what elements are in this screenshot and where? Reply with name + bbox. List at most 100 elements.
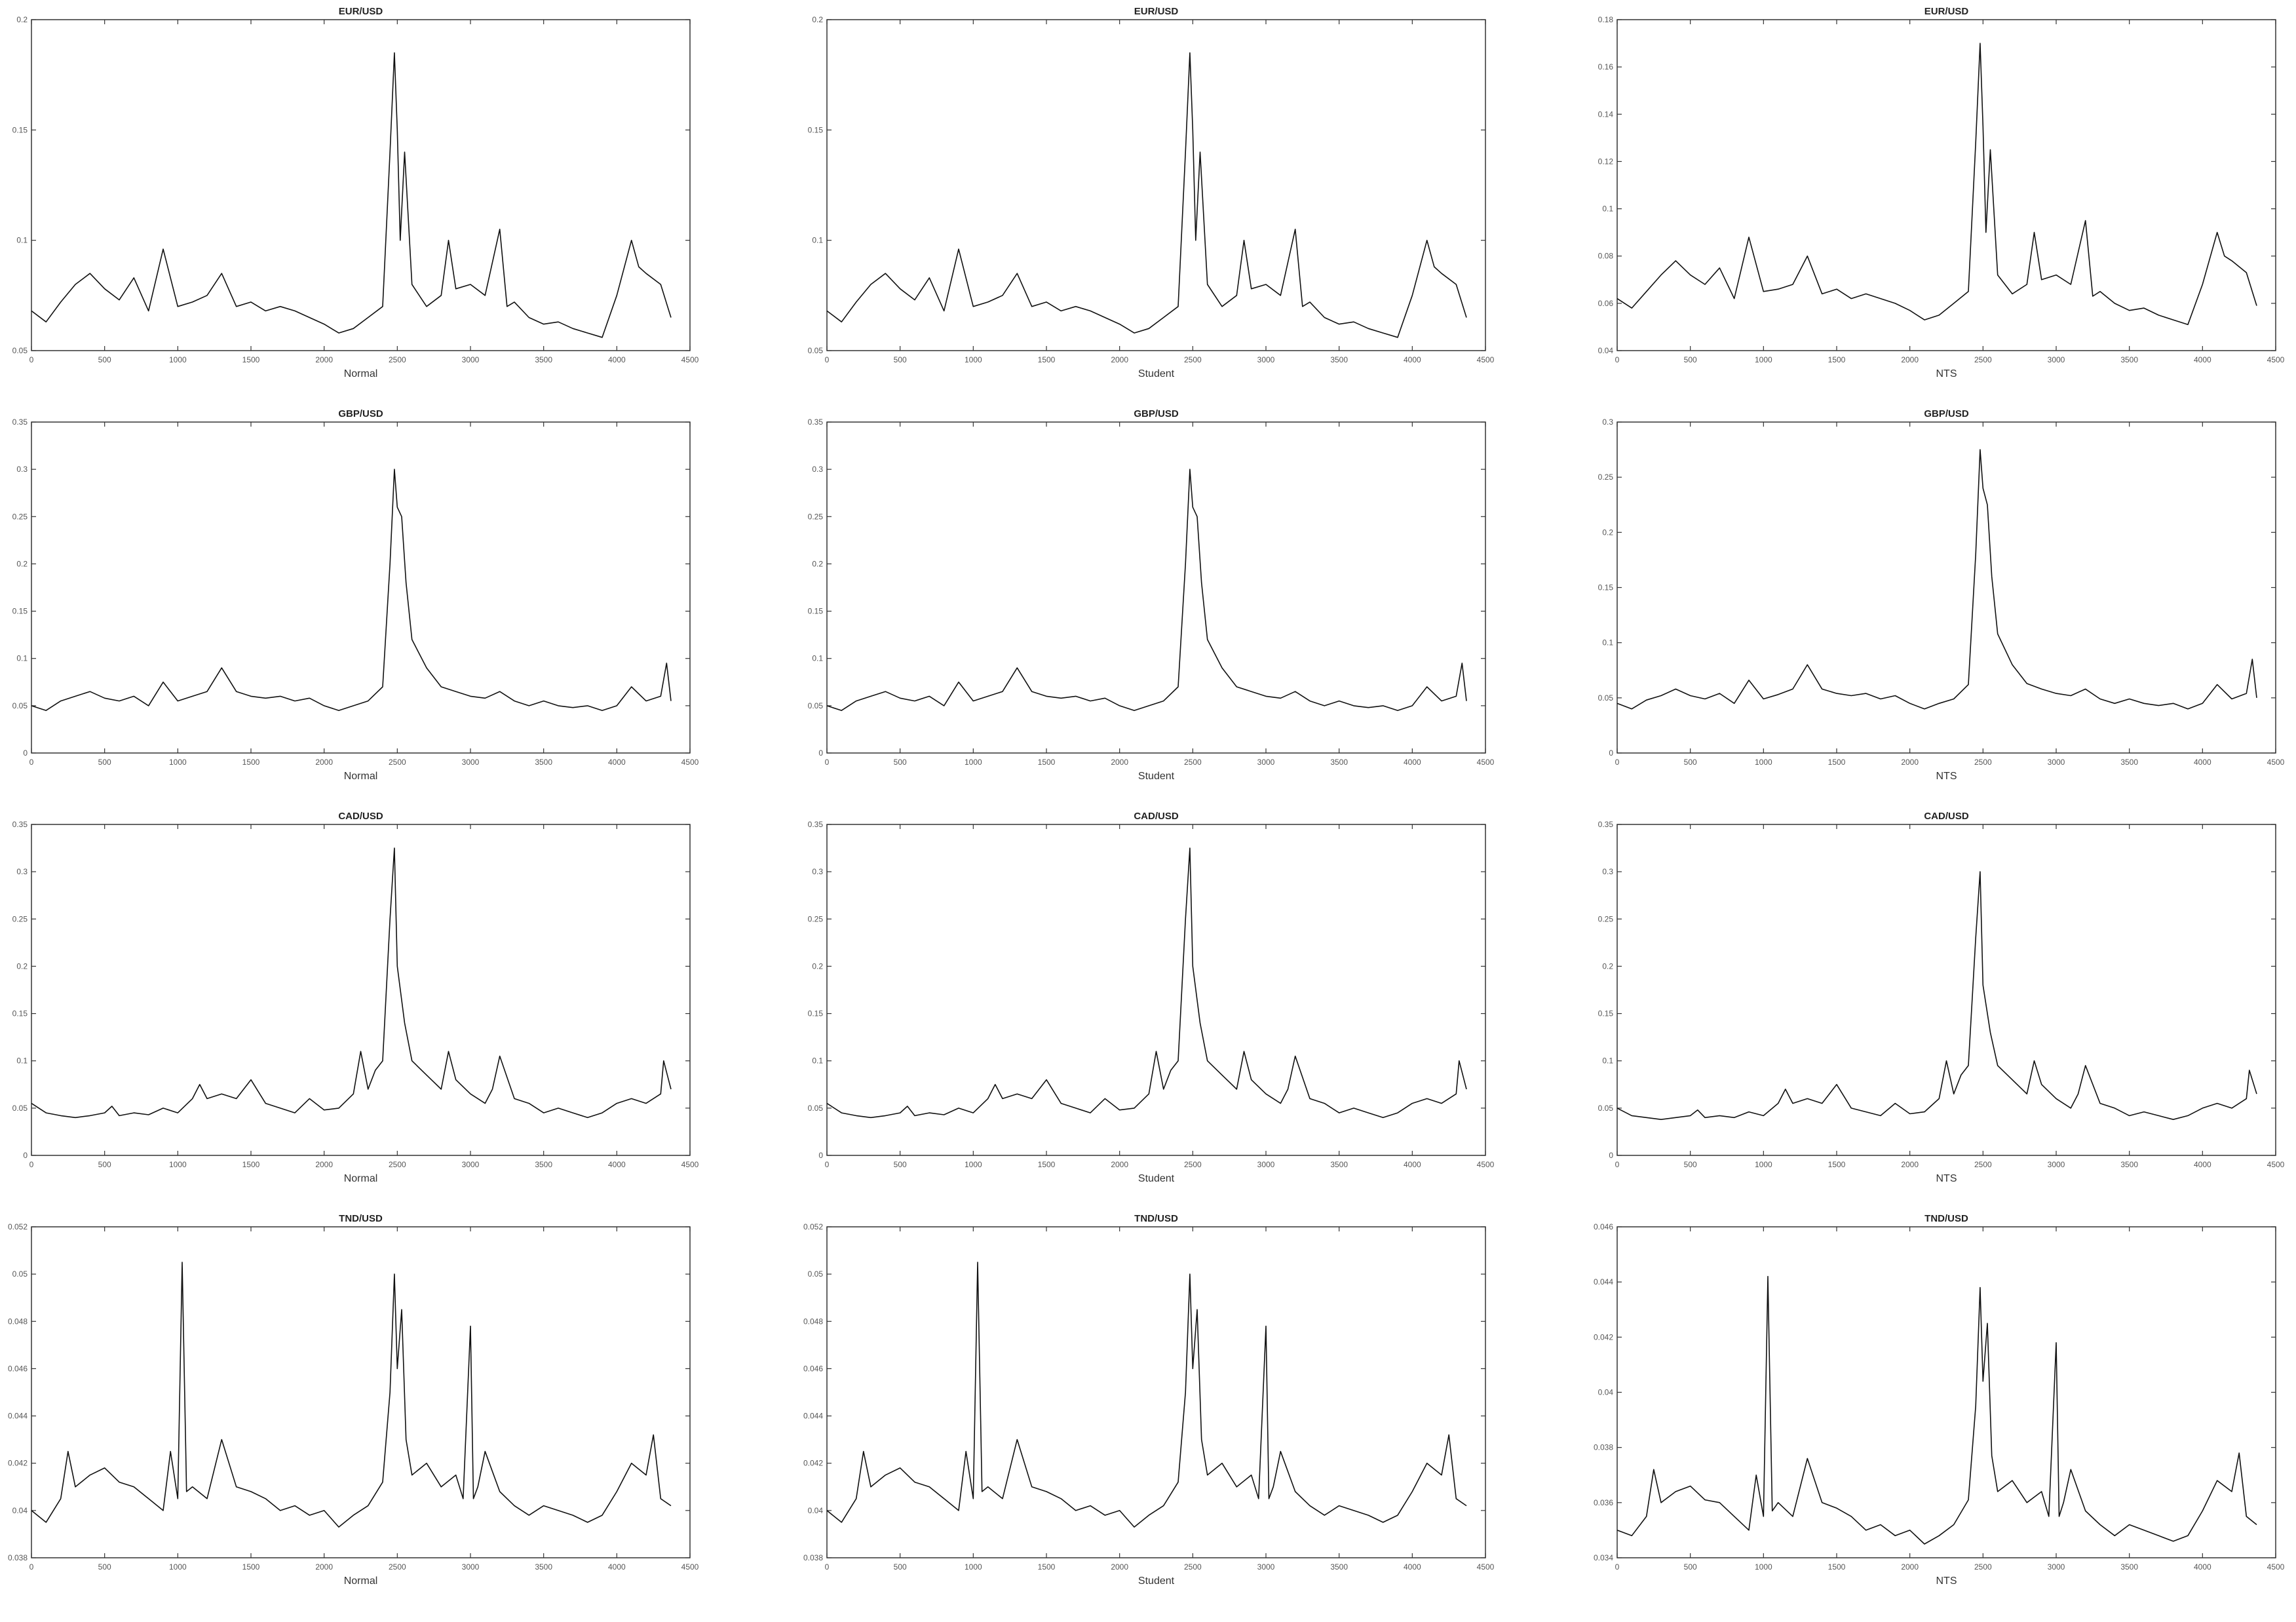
x-tick-label-11-1: 500 bbox=[1684, 1562, 1697, 1572]
y-tick-label-5-5: 0.25 bbox=[1598, 473, 1614, 482]
y-tick-label-4-0: 0 bbox=[818, 748, 823, 758]
x-axis-label-2: NTS bbox=[1936, 368, 1957, 379]
x-tick-label-7-4: 2000 bbox=[1111, 1160, 1128, 1169]
x-tick-label-4-5: 2500 bbox=[1184, 758, 1202, 767]
y-tick-label-9-3: 0.044 bbox=[8, 1412, 28, 1421]
x-tick-label-3-0: 0 bbox=[29, 758, 34, 767]
y-tick-label-10-6: 0.05 bbox=[808, 1269, 824, 1279]
x-tick-label-0-4: 2000 bbox=[315, 355, 333, 364]
y-tick-label-3-3: 0.15 bbox=[12, 607, 28, 616]
x-tick-label-2-3: 1500 bbox=[1828, 355, 1846, 364]
y-tick-label-6-4: 0.2 bbox=[16, 961, 28, 971]
y-tick-label-0-1: 0.1 bbox=[16, 236, 28, 245]
plot-area-9 bbox=[31, 1226, 691, 1558]
y-tick-label-3-0: 0 bbox=[23, 748, 28, 758]
y-tick-label-5-0: 0 bbox=[1609, 748, 1613, 758]
x-tick-label-10-5: 2500 bbox=[1184, 1562, 1202, 1572]
x-tick-label-0-6: 3000 bbox=[462, 355, 480, 364]
x-tick-label-9-8: 4000 bbox=[608, 1562, 626, 1572]
y-tick-label-10-1: 0.04 bbox=[808, 1506, 824, 1515]
y-tick-label-3-2: 0.1 bbox=[16, 654, 28, 663]
y-tick-label-2-7: 0.18 bbox=[1598, 15, 1614, 24]
y-tick-label-2-6: 0.16 bbox=[1598, 62, 1614, 71]
x-tick-label-11-3: 1500 bbox=[1828, 1562, 1846, 1572]
x-tick-label-4-3: 1500 bbox=[1038, 758, 1056, 767]
x-tick-label-1-8: 4000 bbox=[1404, 355, 1421, 364]
x-tick-label-10-6: 3000 bbox=[1257, 1562, 1275, 1572]
x-tick-label-7-7: 3500 bbox=[1330, 1160, 1348, 1169]
x-tick-label-8-7: 3500 bbox=[2120, 1160, 2138, 1169]
chart-title-2: EUR/USD bbox=[1924, 6, 1969, 17]
x-axis-label-3: Normal bbox=[344, 771, 378, 782]
x-tick-label-9-3: 1500 bbox=[242, 1562, 260, 1572]
x-tick-label-6-9: 4500 bbox=[681, 1160, 699, 1169]
x-tick-label-4-0: 0 bbox=[825, 758, 830, 767]
x-tick-label-11-4: 2000 bbox=[1901, 1562, 1919, 1572]
x-tick-label-4-2: 1000 bbox=[965, 758, 982, 767]
y-tick-label-10-2: 0.042 bbox=[803, 1459, 823, 1468]
x-tick-label-8-0: 0 bbox=[1615, 1160, 1620, 1169]
y-tick-label-6-0: 0 bbox=[23, 1151, 28, 1160]
x-tick-label-7-2: 1000 bbox=[965, 1160, 982, 1169]
x-tick-label-11-7: 3500 bbox=[2120, 1562, 2138, 1572]
series-line-11 bbox=[1617, 1275, 2257, 1545]
series-line-1 bbox=[826, 52, 1467, 338]
x-tick-label-7-3: 1500 bbox=[1038, 1160, 1056, 1169]
x-tick-label-5-1: 500 bbox=[1684, 758, 1697, 767]
y-tick-label-1-2: 0.15 bbox=[808, 125, 824, 134]
x-tick-label-2-1: 500 bbox=[1684, 355, 1697, 364]
chart-title-7: CAD/USD bbox=[1134, 811, 1179, 822]
x-tick-label-8-4: 2000 bbox=[1901, 1160, 1919, 1169]
x-tick-label-6-7: 3500 bbox=[535, 1160, 552, 1169]
y-tick-label-9-1: 0.04 bbox=[12, 1506, 28, 1515]
x-axis-label-6: Normal bbox=[344, 1173, 378, 1184]
x-tick-label-7-5: 2500 bbox=[1184, 1160, 1202, 1169]
x-axis-label-9: Normal bbox=[344, 1575, 378, 1587]
y-tick-label-4-6: 0.3 bbox=[812, 465, 823, 474]
plot-area-10 bbox=[826, 1226, 1486, 1558]
y-tick-label-10-4: 0.046 bbox=[803, 1364, 823, 1373]
y-tick-label-2-5: 0.14 bbox=[1598, 109, 1614, 119]
y-tick-label-7-3: 0.15 bbox=[808, 1009, 824, 1018]
y-tick-label-4-3: 0.15 bbox=[808, 607, 824, 616]
series-line-0 bbox=[31, 52, 672, 338]
y-tick-label-8-5: 0.25 bbox=[1598, 914, 1614, 923]
x-tick-label-5-2: 1000 bbox=[1755, 758, 1772, 767]
x-tick-label-0-2: 1000 bbox=[169, 355, 187, 364]
x-axis-label-7: Student bbox=[1138, 1173, 1175, 1184]
chart-title-10: TND/USD bbox=[1134, 1213, 1178, 1224]
x-tick-label-9-6: 3000 bbox=[462, 1562, 480, 1572]
x-tick-label-3-3: 1500 bbox=[242, 758, 260, 767]
y-tick-label-8-0: 0 bbox=[1609, 1151, 1613, 1160]
x-tick-label-1-3: 1500 bbox=[1038, 355, 1056, 364]
x-tick-label-6-6: 3000 bbox=[462, 1160, 480, 1169]
x-tick-label-8-9: 4500 bbox=[2267, 1160, 2285, 1169]
x-tick-label-4-1: 500 bbox=[894, 758, 907, 767]
x-tick-label-6-2: 1000 bbox=[169, 1160, 187, 1169]
x-tick-label-2-2: 1000 bbox=[1755, 355, 1772, 364]
x-tick-label-2-9: 4500 bbox=[2267, 355, 2285, 364]
x-tick-label-11-8: 4000 bbox=[2194, 1562, 2211, 1572]
y-tick-label-7-4: 0.2 bbox=[812, 961, 823, 971]
x-tick-label-7-6: 3000 bbox=[1257, 1160, 1275, 1169]
y-tick-label-0-0: 0.05 bbox=[12, 346, 28, 355]
y-tick-label-11-0: 0.034 bbox=[1594, 1553, 1613, 1562]
x-tick-label-3-7: 3500 bbox=[535, 758, 552, 767]
x-tick-label-8-8: 4000 bbox=[2194, 1160, 2211, 1169]
y-tick-label-8-4: 0.2 bbox=[1602, 961, 1613, 971]
x-tick-label-11-0: 0 bbox=[1615, 1562, 1620, 1572]
y-tick-label-6-1: 0.05 bbox=[12, 1104, 28, 1113]
chart-title-5: GBP/USD bbox=[1924, 408, 1969, 419]
x-tick-label-10-2: 1000 bbox=[965, 1562, 982, 1572]
y-tick-label-2-0: 0.04 bbox=[1598, 346, 1614, 355]
y-tick-label-10-5: 0.048 bbox=[803, 1317, 823, 1326]
plot-area-4 bbox=[826, 421, 1486, 754]
y-tick-label-4-4: 0.2 bbox=[812, 559, 823, 568]
x-tick-label-10-1: 500 bbox=[894, 1562, 907, 1572]
x-tick-label-5-3: 1500 bbox=[1828, 758, 1846, 767]
x-tick-label-5-6: 3000 bbox=[2048, 758, 2065, 767]
x-tick-label-5-4: 2000 bbox=[1901, 758, 1919, 767]
x-tick-label-10-3: 1500 bbox=[1038, 1562, 1056, 1572]
x-tick-label-3-4: 2000 bbox=[315, 758, 333, 767]
